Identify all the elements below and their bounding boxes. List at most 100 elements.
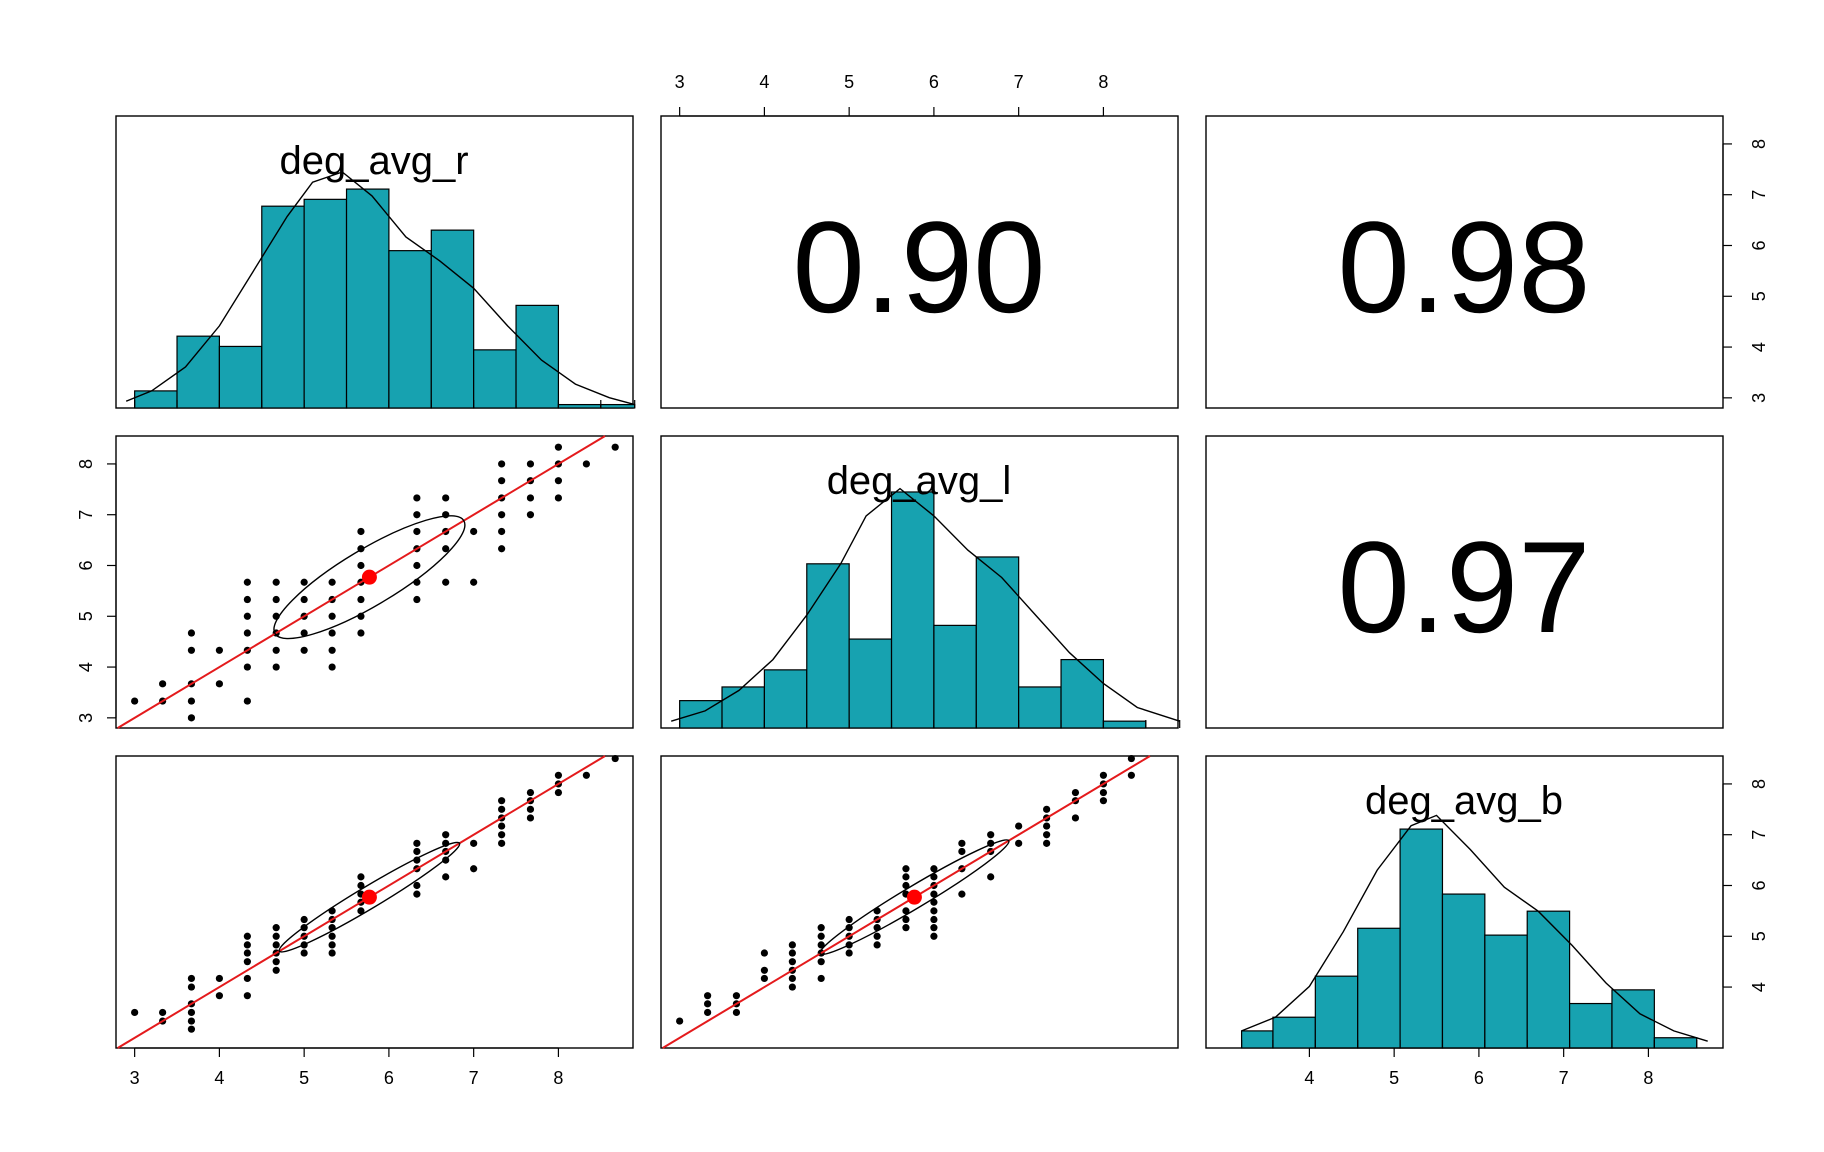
point-r-l-17 <box>272 663 280 671</box>
point-l-b-27 <box>873 941 881 949</box>
point-r-l-31 <box>328 612 336 620</box>
point-r-b-62 <box>554 788 563 797</box>
hist-bar-deg_avg_l-10 <box>1102 720 1147 729</box>
var-label-r: deg_avg_r <box>279 139 468 183</box>
point-r-b-43 <box>413 847 421 856</box>
point-l-b-14 <box>788 949 796 957</box>
point-l-b-32 <box>902 924 910 932</box>
point-l-b-22 <box>845 949 853 957</box>
point-r-b-58 <box>526 814 535 822</box>
hist-bar-deg_avg_l-4 <box>848 638 893 729</box>
density-deg_avg_b <box>1241 814 1708 1042</box>
hist-bar-deg_avg_b-9 <box>1611 989 1655 1049</box>
point-r-l-10 <box>243 697 251 705</box>
corr-ellipse-r-b <box>278 841 461 953</box>
point-r-b-21 <box>272 932 280 940</box>
hist-bar-deg_avg_b-2 <box>1314 975 1359 1049</box>
point-r-b-49 <box>442 831 450 839</box>
corr-ellipse-r-l <box>273 515 466 640</box>
point-r-b-22 <box>272 924 280 932</box>
hist-bar-deg_avg_b-1 <box>1272 1016 1316 1049</box>
point-r-l-52 <box>442 494 450 502</box>
hist-bar-deg_avg_l-8 <box>1018 686 1062 729</box>
point-l-b-17 <box>817 958 825 966</box>
x-axis-top-l-label-4: 7 <box>1014 72 1024 92</box>
point-r-b-2 <box>159 1008 167 1017</box>
point-r-l-11 <box>243 663 251 671</box>
point-l-b-62 <box>1043 805 1051 813</box>
hist-bar-deg_avg_r-0 <box>134 390 178 409</box>
point-r-l-6 <box>187 646 196 654</box>
point-l-b-9 <box>760 949 769 957</box>
point-l-b-38 <box>902 865 910 873</box>
y-axis-right-r-label-5: 8 <box>1749 139 1769 149</box>
x-axis-bottom-b-label-2: 6 <box>1474 1068 1484 1088</box>
point-r-b-56 <box>498 805 506 813</box>
point-r-b-54 <box>498 822 506 830</box>
point-l-b-43 <box>930 898 938 906</box>
point-l-b-39 <box>930 932 938 940</box>
corr-r-l: 0.90 <box>792 194 1045 340</box>
point-r-l-53 <box>470 578 478 586</box>
x-axis-bottom-b-label-3: 7 <box>1559 1068 1569 1088</box>
y-axis-left-l-label-2: 5 <box>76 611 96 621</box>
point-l-b-2 <box>704 1000 712 1008</box>
point-l-b-26 <box>845 915 853 924</box>
point-r-b-9 <box>215 992 223 1000</box>
point-r-b-14 <box>243 949 251 957</box>
hist-bar-deg_avg_r-4 <box>303 198 348 409</box>
point-r-b-16 <box>243 932 251 940</box>
point-r-l-61 <box>526 511 535 519</box>
point-r-b-11 <box>243 992 251 1000</box>
y-axis-left-l-label-0: 3 <box>76 713 96 723</box>
hist-bar-deg_avg_l-2 <box>763 669 808 729</box>
point-l-b-50 <box>958 847 966 856</box>
hist-bar-deg_avg_b-5 <box>1441 893 1486 1049</box>
point-l-b-47 <box>930 865 938 873</box>
point-r-l-66 <box>554 477 563 485</box>
corr-r-b: 0.98 <box>1337 194 1590 340</box>
point-r-l-15 <box>243 595 251 604</box>
point-r-b-61 <box>526 788 535 797</box>
panel-frame-2-1 <box>660 755 1179 1049</box>
point-r-l-47 <box>413 494 421 502</box>
density-deg_avg_l <box>670 487 1180 722</box>
hist-bar-deg_avg_r-8 <box>473 349 517 409</box>
point-l-b-41 <box>930 915 938 924</box>
hist-bar-deg_avg_r-11 <box>600 403 636 409</box>
point-r-l-51 <box>442 511 450 519</box>
point-l-b-8 <box>760 966 769 974</box>
point-r-l-68 <box>554 443 563 451</box>
x-axis-bottom-b-label-4: 8 <box>1643 1068 1653 1088</box>
hist-bar-deg_avg_b-3 <box>1357 927 1401 1049</box>
y-axis-right-b-label-0: 4 <box>1749 982 1769 992</box>
point-r-l-46 <box>413 511 421 519</box>
point-r-l-62 <box>526 494 535 502</box>
y-axis-right-r-label-3: 6 <box>1749 240 1769 250</box>
point-r-l-43 <box>413 561 421 570</box>
y-axis-right-b-label-3: 7 <box>1749 830 1769 840</box>
hist-bar-deg_avg_b-8 <box>1568 1002 1613 1049</box>
point-r-l-38 <box>357 561 365 570</box>
hist-bar-deg_avg_l-5 <box>890 491 935 729</box>
point-r-b-29 <box>328 941 336 949</box>
point-l-b-51 <box>958 839 966 847</box>
point-r-b-40 <box>413 881 421 890</box>
point-l-b-42 <box>930 907 938 915</box>
hist-bar-deg_avg_l-6 <box>933 624 977 729</box>
point-l-b-65 <box>1071 788 1080 797</box>
point-r-b-0 <box>131 1008 139 1017</box>
point-r-l-13 <box>243 629 251 637</box>
point-l-b-13 <box>788 958 796 966</box>
point-l-b-34 <box>902 907 910 915</box>
point-r-b-34 <box>357 907 365 915</box>
point-r-l-26 <box>300 595 308 604</box>
point-r-l-49 <box>442 545 450 553</box>
point-r-l-18 <box>272 646 280 654</box>
point-l-b-7 <box>760 974 769 983</box>
point-r-l-16 <box>243 578 251 586</box>
point-r-l-60 <box>498 460 506 468</box>
point-r-b-8 <box>187 974 196 983</box>
point-l-b-55 <box>987 831 995 839</box>
